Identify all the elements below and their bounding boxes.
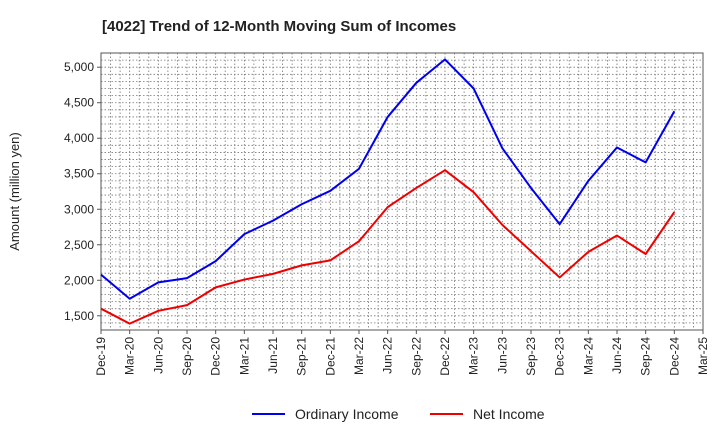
x-tick-label: Mar-22 <box>352 337 366 375</box>
series <box>100 58 676 325</box>
y-axis-ticks: 1,500 2,000 2,500 3,000 3,500 4,000 4,500 5,000 <box>64 60 101 323</box>
x-tick-label: Dec-20 <box>209 337 223 376</box>
y-tick-label: 2,500 <box>64 238 94 252</box>
y-tick-label: 4,500 <box>64 96 94 110</box>
x-tick-label: Jun-22 <box>381 337 395 374</box>
chart-title: [4022] Trend of 12-Month Moving Sum of I… <box>102 18 456 35</box>
y-tick-label: 4,000 <box>64 131 94 145</box>
x-tick-label: Mar-24 <box>581 337 595 375</box>
x-tick-label: Jun-20 <box>151 337 165 374</box>
y-tick-label: 3,500 <box>64 167 94 181</box>
y-tick-label: 2,000 <box>64 273 94 287</box>
x-tick-label: Mar-23 <box>467 337 481 375</box>
x-tick-label: Mar-20 <box>123 337 137 375</box>
x-tick-label: Sep-23 <box>524 337 538 376</box>
x-tick-label: Mar-21 <box>237 337 251 375</box>
y-tick-label: 3,000 <box>64 202 94 216</box>
y-axis-label: Amount (million yen) <box>7 132 22 251</box>
x-tick-label: Sep-21 <box>295 337 309 376</box>
legend-label: Ordinary Income <box>295 406 399 422</box>
x-tick-label: Mar-25 <box>696 337 710 375</box>
y-tick-label: 1,500 <box>64 309 94 323</box>
legend-label: Net Income <box>473 406 545 422</box>
x-tick-label: Sep-24 <box>639 337 653 376</box>
x-tick-label: Sep-20 <box>180 337 194 376</box>
legend: Ordinary Income Net Income <box>252 406 545 422</box>
x-tick-label: Dec-23 <box>553 337 567 376</box>
x-tick-label: Sep-22 <box>409 337 423 376</box>
x-axis-ticks: Dec-19 Mar-20 Jun-20 Sep-20 Dec-20 Mar-21 Jun-… <box>94 330 710 376</box>
x-tick-label: Jun-21 <box>266 337 280 374</box>
x-tick-label: Dec-19 <box>94 337 108 376</box>
x-tick-label: Jun-24 <box>610 337 624 374</box>
x-tick-label: Dec-24 <box>667 337 681 376</box>
x-tick-label: Dec-21 <box>323 337 337 376</box>
plot-frame <box>100 52 704 331</box>
y-tick-label: 5,000 <box>64 60 94 74</box>
x-tick-label: Dec-22 <box>438 337 452 376</box>
x-tick-label: Jun-23 <box>495 337 509 374</box>
grid <box>100 52 704 331</box>
